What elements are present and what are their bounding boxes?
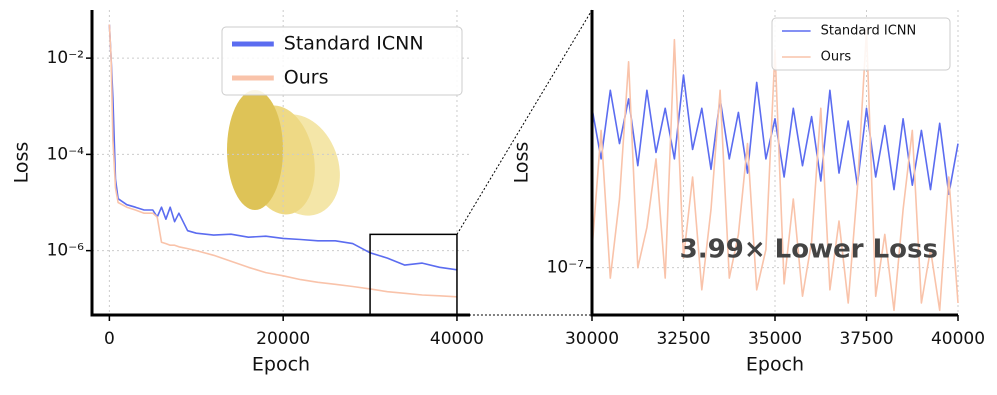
x-tick-label: 37500 — [839, 329, 893, 349]
shape-illustration — [227, 90, 340, 216]
y-axis-label: Loss — [11, 142, 33, 184]
series-line — [591, 74, 959, 195]
x-tick-label: 40000 — [430, 329, 484, 349]
legend-label: Standard ICNN — [284, 33, 424, 55]
zoom-connector — [456, 9, 593, 235]
x-tick-label: 35000 — [748, 329, 802, 349]
series-line — [108, 24, 458, 271]
legend-label: Ours — [284, 67, 329, 89]
x-axis-label: Epoch — [746, 354, 804, 376]
y-tick-label: 10⁻² — [47, 48, 84, 68]
annotation: 3.99× Lower Loss — [680, 235, 938, 265]
y-tick-label: 10⁻⁷ — [547, 258, 585, 278]
legend-label: Standard ICNN — [821, 24, 917, 39]
y-tick-label: 10⁻⁴ — [47, 144, 85, 164]
shape-main — [227, 90, 283, 210]
series-line — [108, 24, 458, 298]
legend-label: Ours — [821, 50, 852, 65]
y-axis-label: Loss — [511, 142, 533, 184]
x-tick-label: 32500 — [656, 329, 710, 349]
zoom-box — [369, 233, 458, 316]
x-axis-label: Epoch — [252, 354, 310, 376]
x-tick-label: 20000 — [256, 329, 310, 349]
legend-box — [221, 26, 463, 96]
y-tick-label: 10⁻⁶ — [47, 241, 85, 261]
x-tick-label: 30000 — [565, 329, 619, 349]
x-tick-label: 40000 — [931, 329, 985, 349]
x-tick-label: 0 — [104, 329, 115, 349]
legend-box — [771, 17, 951, 71]
